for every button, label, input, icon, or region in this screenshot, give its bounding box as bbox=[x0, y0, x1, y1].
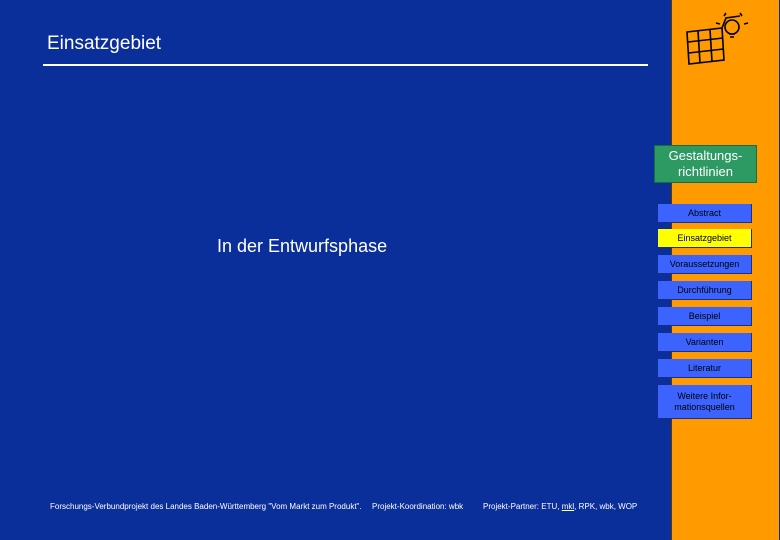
nav-item-varianten[interactable]: Varianten bbox=[658, 333, 752, 352]
nav-label: Voraussetzungen bbox=[669, 258, 740, 269]
body-text: In der Entwurfsphase bbox=[217, 236, 388, 256]
footer-partners: Projekt-Partner: ETU, mkl, RPK, wbk, WOP bbox=[483, 502, 637, 511]
nav-item-weitere-informationsquellen[interactable]: Weitere Infor- mationsquellen bbox=[658, 385, 752, 419]
nav-label: Einsatzgebiet bbox=[677, 232, 732, 243]
title-divider bbox=[43, 64, 648, 66]
nav-label: Literatur bbox=[687, 362, 722, 373]
nav-label: Durchführung bbox=[677, 284, 732, 295]
nav-item-voraussetzungen[interactable]: Voraussetzungen bbox=[658, 255, 752, 274]
footer-partners-prefix: Projekt-Partner: ETU, bbox=[483, 502, 562, 511]
nav-item-abstract[interactable]: Abstract bbox=[658, 204, 752, 223]
footer-partners-suffix: , RPK, wbk, WOP bbox=[574, 502, 638, 511]
footer-project: Forschungs-Verbundprojekt des Landes Bad… bbox=[50, 502, 362, 511]
footer-coordination: Projekt-Koordination: wbk bbox=[372, 502, 464, 511]
nav-label: Abstract bbox=[687, 207, 721, 218]
grid-lightbulb-logo-icon bbox=[686, 12, 749, 65]
header-line-2: richtlinien bbox=[678, 164, 733, 179]
nav-item-durchfuehrung[interactable]: Durchführung bbox=[658, 281, 752, 300]
nav-label: Varianten bbox=[685, 336, 724, 347]
nav-label-line-1: Weitere Infor- bbox=[677, 390, 732, 401]
nav-item-einsatzgebiet[interactable]: Einsatzgebiet bbox=[658, 229, 752, 248]
header-line-1: Gestaltungs- bbox=[668, 148, 743, 163]
nav-item-literatur[interactable]: Literatur bbox=[658, 359, 752, 378]
nav-label: Beispiel bbox=[688, 310, 721, 321]
slide-title: Einsatzgebiet bbox=[47, 33, 162, 54]
gestaltungsrichtlinien-header[interactable]: Gestaltungs- richtlinien bbox=[654, 145, 757, 183]
nav-label-line-2: mationsquellen bbox=[674, 401, 735, 412]
footer-partner-link[interactable]: mkl bbox=[561, 502, 575, 511]
nav-item-beispiel[interactable]: Beispiel bbox=[658, 307, 752, 326]
